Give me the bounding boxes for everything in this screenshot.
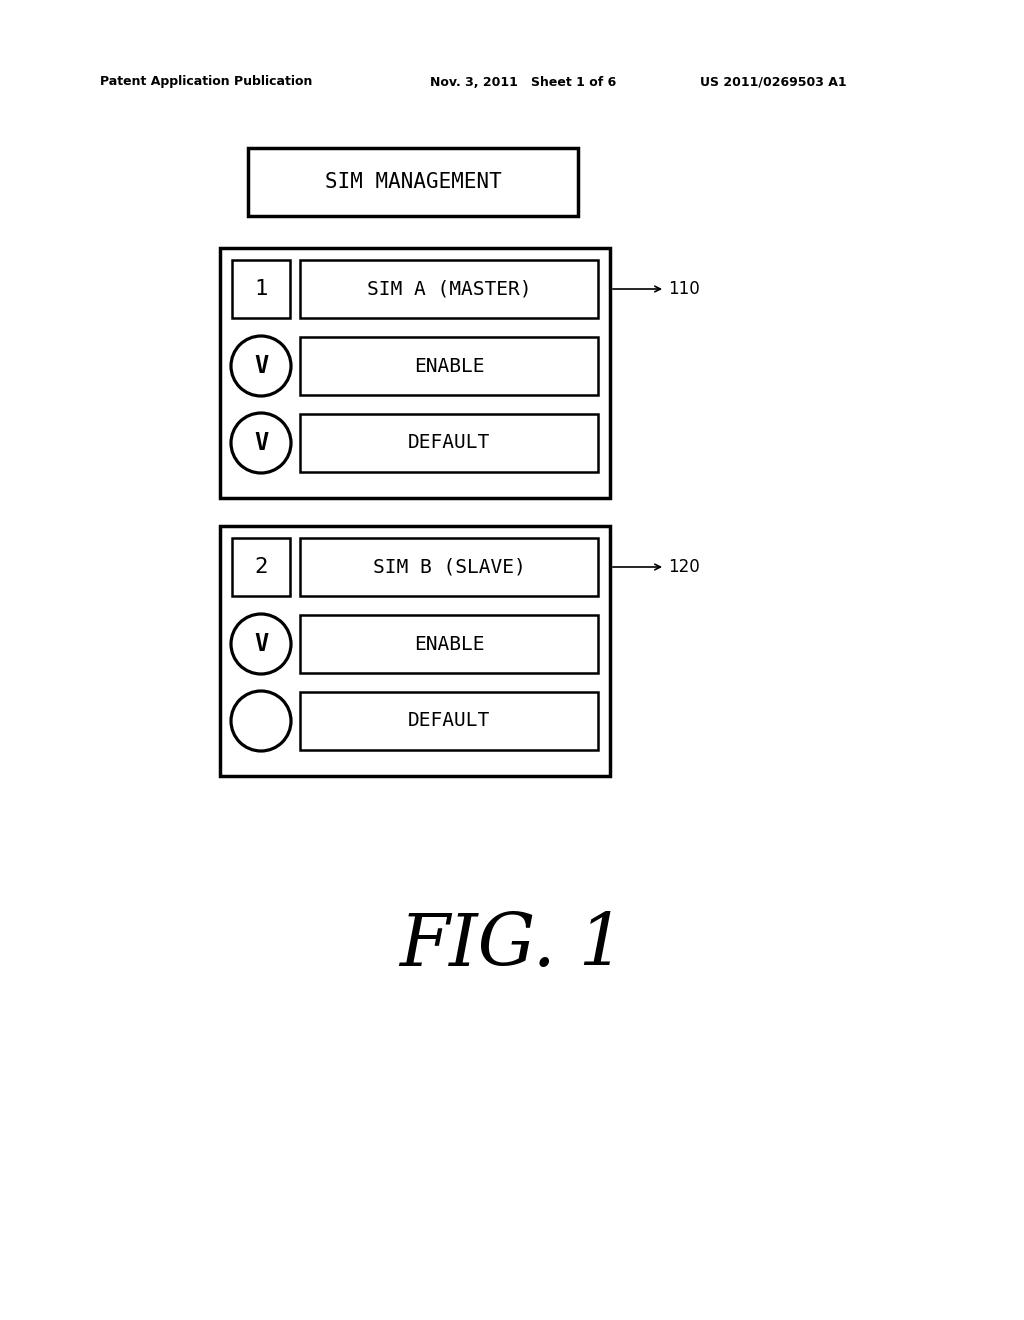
FancyBboxPatch shape <box>220 525 610 776</box>
Text: SIM MANAGEMENT: SIM MANAGEMENT <box>325 172 502 191</box>
FancyBboxPatch shape <box>220 248 610 498</box>
FancyBboxPatch shape <box>300 260 598 318</box>
Text: V: V <box>254 354 268 378</box>
FancyBboxPatch shape <box>232 539 290 597</box>
FancyBboxPatch shape <box>300 615 598 673</box>
Circle shape <box>231 413 291 473</box>
FancyBboxPatch shape <box>248 148 578 216</box>
FancyBboxPatch shape <box>300 414 598 473</box>
Text: Patent Application Publication: Patent Application Publication <box>100 75 312 88</box>
Circle shape <box>231 614 291 675</box>
Text: V: V <box>254 632 268 656</box>
FancyBboxPatch shape <box>300 539 598 597</box>
Circle shape <box>231 337 291 396</box>
Text: 110: 110 <box>668 280 699 298</box>
FancyBboxPatch shape <box>232 260 290 318</box>
Text: ENABLE: ENABLE <box>414 635 484 653</box>
Text: US 2011/0269503 A1: US 2011/0269503 A1 <box>700 75 847 88</box>
Text: DEFAULT: DEFAULT <box>408 433 490 453</box>
Text: 2: 2 <box>254 557 267 577</box>
FancyBboxPatch shape <box>300 692 598 750</box>
Text: SIM A (MASTER): SIM A (MASTER) <box>367 280 531 298</box>
Text: 1: 1 <box>254 279 267 300</box>
Text: 120: 120 <box>668 558 699 576</box>
Text: Nov. 3, 2011   Sheet 1 of 6: Nov. 3, 2011 Sheet 1 of 6 <box>430 75 616 88</box>
Text: ENABLE: ENABLE <box>414 356 484 375</box>
Circle shape <box>231 690 291 751</box>
FancyBboxPatch shape <box>300 337 598 395</box>
Text: SIM B (SLAVE): SIM B (SLAVE) <box>373 557 525 577</box>
Text: FIG. 1: FIG. 1 <box>399 911 625 981</box>
Text: V: V <box>254 432 268 455</box>
Text: DEFAULT: DEFAULT <box>408 711 490 730</box>
